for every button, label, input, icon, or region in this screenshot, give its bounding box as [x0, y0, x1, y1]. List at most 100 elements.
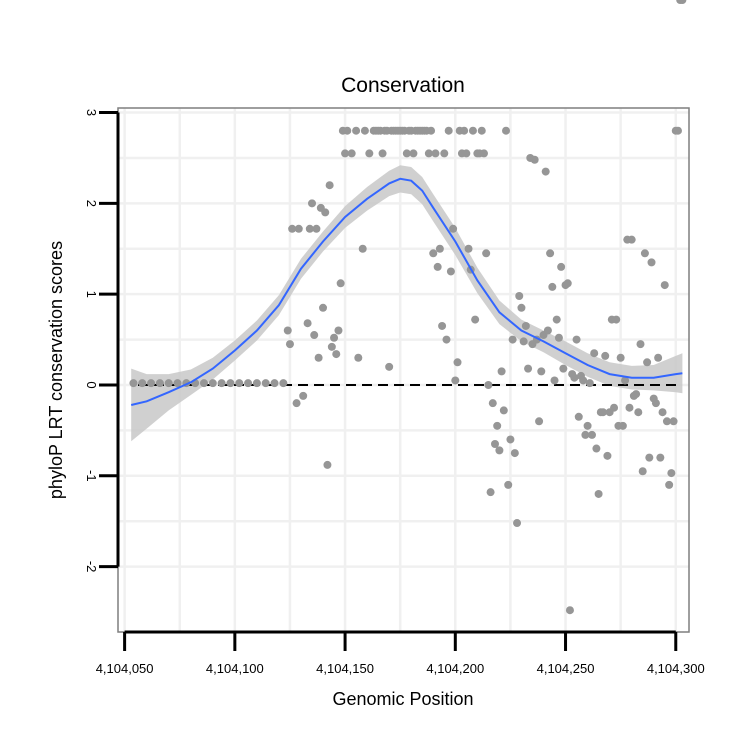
data-point — [438, 321, 447, 330]
data-point — [515, 291, 524, 300]
data-point — [490, 440, 499, 449]
data-point — [537, 367, 546, 376]
data-point — [244, 379, 253, 388]
data-point — [535, 417, 544, 426]
data-point — [285, 340, 294, 349]
data-point — [654, 353, 663, 362]
y-tick-label: -2 — [84, 561, 99, 573]
data-point — [325, 181, 334, 190]
data-point — [669, 417, 678, 426]
data-point — [541, 167, 550, 176]
data-point — [460, 126, 469, 135]
x-tick-label: 4,104,200 — [426, 661, 484, 676]
data-point — [550, 376, 559, 385]
data-point — [565, 606, 574, 615]
x-tick-label: 4,104,250 — [537, 661, 595, 676]
data-point — [319, 303, 328, 312]
data-point — [592, 444, 601, 453]
data-point — [583, 421, 592, 430]
data-point — [570, 373, 579, 382]
data-point — [673, 126, 682, 135]
data-point — [621, 376, 630, 385]
data-point — [656, 453, 665, 462]
data-point — [499, 406, 508, 415]
data-point — [360, 126, 369, 135]
data-point — [442, 335, 451, 344]
data-point — [468, 126, 477, 135]
data-point — [334, 326, 343, 335]
data-point — [208, 379, 217, 388]
data-point — [431, 149, 440, 158]
data-point — [261, 379, 270, 388]
data-point — [643, 358, 652, 367]
axes: 4,104,050 4,104,100 4,104,150 4,104,200 4,10… — [84, 109, 705, 676]
data-point — [147, 379, 156, 388]
data-point — [587, 430, 596, 439]
data-point — [235, 379, 244, 388]
data-point — [572, 335, 581, 344]
data-point — [590, 349, 599, 358]
data-point — [270, 379, 279, 388]
data-point — [519, 337, 528, 346]
data-point — [332, 350, 341, 359]
x-tick-label: 4,104,300 — [647, 661, 705, 676]
data-point — [283, 326, 292, 335]
data-point — [627, 235, 636, 244]
data-point — [563, 279, 572, 288]
data-point — [446, 267, 455, 276]
data-point — [559, 364, 568, 373]
data-point — [484, 380, 493, 389]
data-point — [594, 489, 603, 498]
data-point — [665, 480, 674, 489]
data-point — [678, 0, 687, 4]
data-point — [502, 126, 511, 135]
data-point — [330, 333, 339, 342]
data-point — [354, 353, 363, 362]
data-point — [312, 224, 321, 233]
data-point — [327, 342, 336, 351]
data-point — [321, 208, 330, 217]
data-point — [477, 126, 486, 135]
data-point — [510, 449, 519, 458]
data-point — [464, 244, 473, 253]
data-point — [299, 391, 308, 400]
data-point — [497, 367, 506, 376]
data-point — [517, 303, 526, 312]
data-point — [530, 155, 539, 164]
data-point — [632, 390, 641, 399]
data-point — [435, 244, 444, 253]
data-point — [292, 399, 301, 408]
data-point — [543, 326, 552, 335]
data-point — [252, 379, 261, 388]
smooth-line-layer — [130, 177, 683, 406]
data-point — [479, 149, 488, 158]
data-point — [279, 379, 288, 388]
data-point — [552, 315, 561, 324]
data-point — [453, 358, 462, 367]
data-point — [343, 126, 352, 135]
data-point — [658, 408, 667, 417]
data-point — [667, 469, 676, 478]
data-point — [612, 315, 621, 324]
scatter-points — [129, 0, 687, 615]
data-point — [554, 333, 563, 342]
data-point — [433, 262, 442, 271]
data-point — [308, 199, 317, 208]
data-point — [323, 460, 332, 469]
data-point — [462, 149, 471, 158]
data-point — [217, 379, 226, 388]
data-point — [449, 224, 458, 233]
data-point — [226, 379, 235, 388]
x-tick-label: 4,104,150 — [316, 661, 374, 676]
data-point — [493, 421, 502, 430]
data-point — [640, 249, 649, 258]
data-point — [662, 417, 671, 426]
data-point — [513, 519, 522, 528]
data-point — [599, 408, 608, 417]
data-point — [409, 149, 418, 158]
data-point — [451, 376, 460, 385]
data-point — [488, 399, 497, 408]
data-point — [427, 126, 436, 135]
y-tick-label: 2 — [84, 200, 99, 207]
